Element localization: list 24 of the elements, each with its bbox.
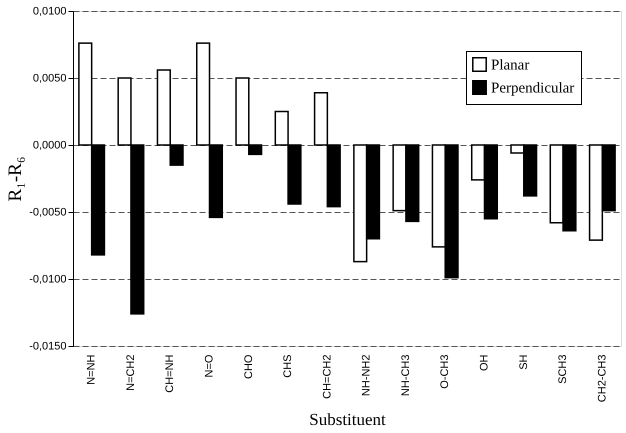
y-tick-label: 0,0000 xyxy=(32,140,66,152)
y-tick-label: 0,0100 xyxy=(32,6,66,18)
x-tick-label: SH xyxy=(518,354,530,370)
y-axis-title: R₁-R₆ xyxy=(5,156,26,202)
x-tick-label: CH2-CH3 xyxy=(596,354,608,402)
y-tick-label: -0,0050 xyxy=(29,206,66,218)
x-tick-label: OH xyxy=(478,354,490,371)
x-tick-label: CHO xyxy=(242,354,255,379)
x-tick-label: NH-CH3 xyxy=(400,354,412,396)
x-tick-label: N=CH2 xyxy=(124,354,137,391)
legend-label: Planar xyxy=(491,58,530,74)
x-tick-label: NH-NH2 xyxy=(360,354,373,396)
x-axis-title: Substituent xyxy=(309,410,386,430)
x-tick-label: O-CH3 xyxy=(439,354,452,389)
y-tick-label: -0,0100 xyxy=(29,274,66,286)
y-tick-label: -0,0150 xyxy=(29,340,66,352)
x-tick-label: SCH3 xyxy=(557,354,570,384)
y-tick-label: 0,0050 xyxy=(32,72,66,84)
x-tick-label: N=O xyxy=(204,354,216,378)
x-tick-label: N=NH xyxy=(86,354,98,385)
legend-label: Perpendicular xyxy=(491,80,574,96)
x-tick-label: CHS xyxy=(282,354,294,378)
x-tick-label: CH=NH xyxy=(164,354,176,393)
x-tick-label: CH=CH2 xyxy=(321,354,334,399)
